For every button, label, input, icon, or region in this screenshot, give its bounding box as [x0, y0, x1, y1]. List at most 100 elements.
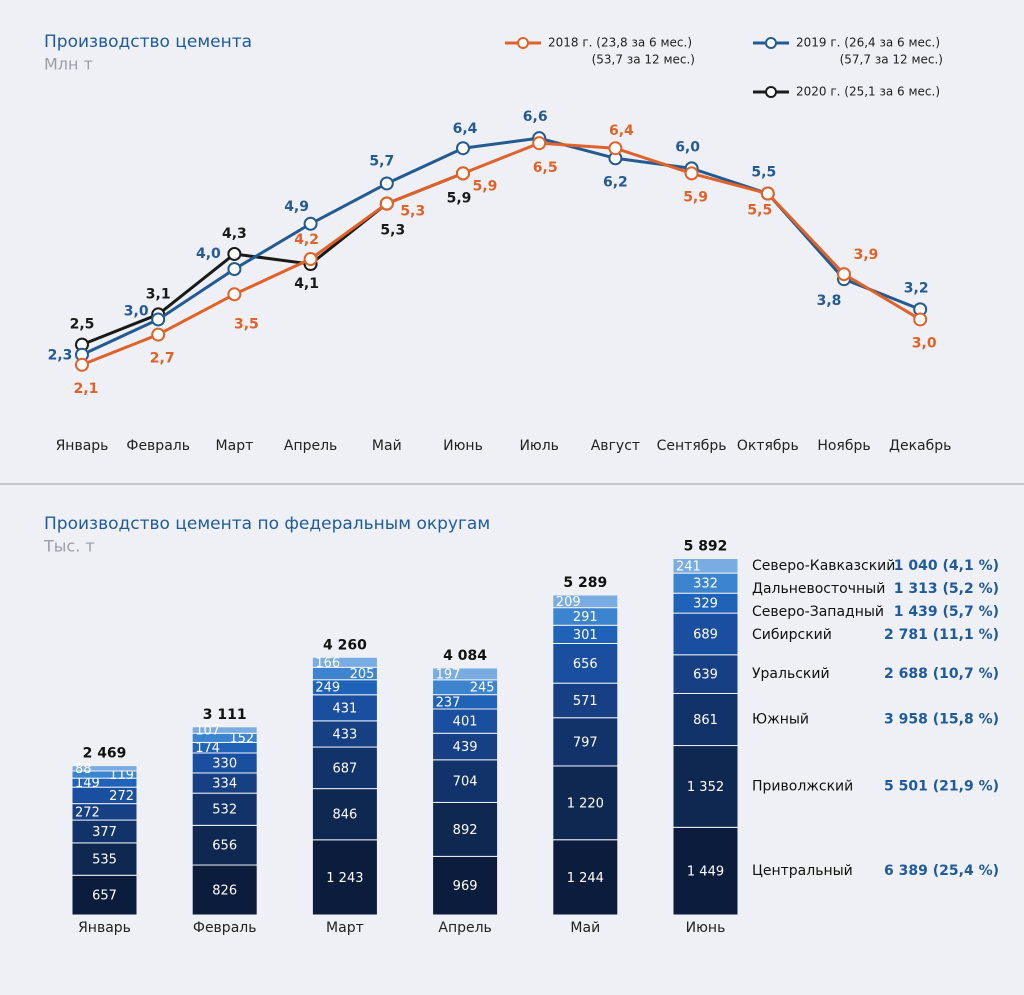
bar-segment [311, 694, 378, 722]
data-label: 4,2 [294, 232, 319, 248]
segment-label: 245 [470, 681, 495, 696]
point [227, 287, 242, 302]
bar-segment [432, 759, 499, 803]
x-tick-label: Февраль [126, 438, 190, 454]
x-tick-label: Май [372, 438, 402, 454]
segment-label: 119 [109, 768, 134, 783]
total-label: 3 111 [203, 707, 247, 723]
segment-label: 431 [332, 701, 357, 716]
data-label: 6,6 [523, 109, 548, 125]
bar-segment [311, 656, 378, 668]
x-tick-label: Июль [519, 438, 558, 454]
segment-label: 377 [92, 825, 117, 840]
x-tick-label: Октябрь [737, 438, 799, 454]
legend-label: Северо-Западный [752, 604, 884, 620]
segment-label: 1 220 [567, 796, 604, 811]
data-label: 3,9 [854, 247, 879, 263]
segment-label: 272 [109, 789, 134, 804]
legend-summary: 6 389 (25,4 %) [884, 863, 999, 879]
segment-label: 174 [195, 741, 220, 756]
segment-label: 439 [453, 740, 478, 755]
legend-label: Северо-Кавказский [752, 558, 895, 574]
segment-label: 657 [92, 889, 117, 904]
data-label: 5,9 [447, 190, 472, 206]
bar-segment [311, 720, 378, 748]
bar-segment [432, 801, 499, 857]
legend-summary: 5 501 (21,9 %) [884, 778, 999, 794]
data-label: 5,9 [683, 189, 708, 205]
x-tick-label: Январь [78, 920, 131, 936]
legend-label: Сибирский [752, 627, 832, 643]
legend-summary: 3 958 (15,8 %) [884, 711, 999, 727]
point [75, 357, 89, 372]
data-label: 4,1 [294, 276, 319, 292]
bar-segment [191, 726, 258, 734]
x-tick-label: Сентябрь [657, 438, 727, 454]
bar-segment [552, 642, 619, 684]
bar-segment [191, 864, 258, 916]
segment-label: 846 [332, 808, 357, 823]
x-tick-label: Март [216, 438, 254, 454]
segment-label: 1 352 [687, 780, 724, 795]
segment-label: 166 [315, 656, 340, 671]
x-tick-label: Апрель [438, 920, 491, 936]
legend-label: Дальневосточный [752, 581, 885, 597]
segment-label: 1 449 [687, 865, 724, 880]
bar-subtitle: Тыс. т [43, 537, 95, 556]
data-label: 3,5 [234, 316, 259, 332]
segment-label: 639 [693, 668, 718, 683]
x-tick-label: Июнь [686, 920, 726, 936]
total-label: 5 289 [563, 575, 607, 591]
segment-label: 401 [453, 715, 478, 730]
segment-label: 241 [676, 559, 701, 574]
legend-summary: 1 313 (5,2 %) [894, 581, 999, 597]
legend-label: 2018 г. (23,8 за 6 мес.) [548, 36, 692, 50]
segment-label: 249 [315, 681, 340, 696]
data-label: 5,9 [473, 178, 498, 194]
segment-label: 149 [75, 776, 100, 791]
x-tick-label: Февраль [193, 920, 257, 936]
segment-label: 205 [350, 667, 375, 682]
point [913, 312, 928, 327]
segment-label: 301 [573, 628, 598, 643]
segment-label: 330 [212, 756, 237, 771]
bar-segment [552, 682, 619, 719]
data-label: 5,5 [747, 203, 772, 219]
data-label: 5,5 [751, 165, 776, 181]
x-tick-label: Январь [56, 438, 109, 454]
point [532, 136, 547, 151]
point [303, 252, 318, 267]
segment-label: 209 [556, 595, 581, 610]
line-subtitle: Млн т [44, 55, 93, 74]
bar-segment [432, 667, 499, 681]
point [456, 141, 470, 156]
legend-marker [765, 86, 777, 98]
legend-summary: 2 781 (11,1 %) [884, 627, 999, 643]
data-label: 3,0 [912, 335, 937, 351]
bar-segment [311, 839, 378, 916]
segment-label: 532 [212, 803, 237, 818]
segment-label: 535 [92, 853, 117, 868]
point [760, 186, 775, 201]
point [227, 246, 242, 261]
total-label: 2 469 [83, 746, 127, 762]
data-label: 6,5 [533, 160, 558, 176]
segment-label: 334 [212, 777, 237, 792]
point [379, 196, 394, 211]
series-line [81, 141, 921, 367]
data-label: 2,3 [48, 348, 73, 364]
x-tick-label: Июнь [443, 438, 483, 454]
data-label: 6,4 [453, 121, 478, 137]
segment-label: 272 [75, 805, 100, 820]
data-label: 3,8 [817, 293, 842, 309]
legend-summary: 1 439 (5,7 %) [894, 604, 999, 620]
bar-segment [552, 594, 619, 609]
x-tick-label: Декабрь [889, 438, 951, 454]
total-label: 5 892 [684, 539, 728, 555]
bar-segment [71, 765, 138, 772]
segment-label: 88 [75, 762, 92, 777]
point [227, 262, 242, 277]
legend-label: 2019 г. (26,4 за 6 мес.) [796, 36, 940, 50]
legend-label: 2020 г. (25,1 за 6 мес.) [796, 85, 940, 99]
